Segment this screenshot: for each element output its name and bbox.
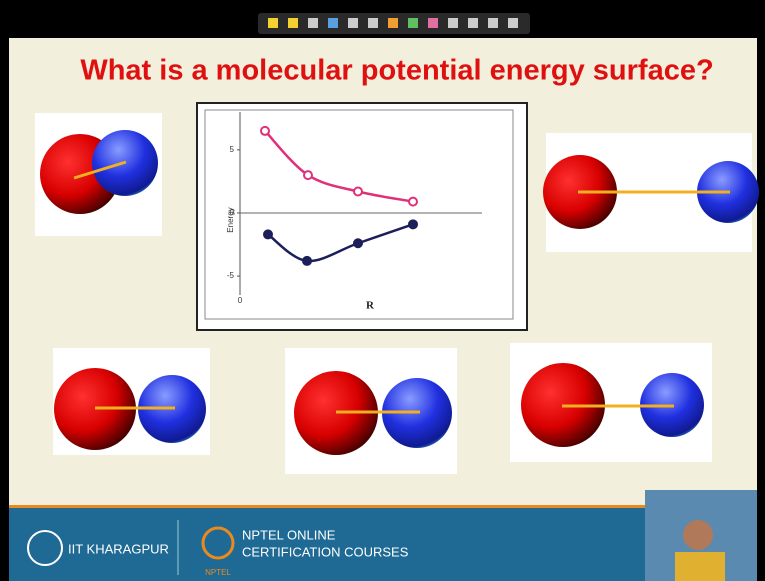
footer-institute: IIT KHARAGPUR bbox=[68, 541, 169, 556]
tool-icon[interactable] bbox=[508, 18, 518, 28]
tool-icon[interactable] bbox=[488, 18, 498, 28]
tool-icon[interactable] bbox=[388, 18, 398, 28]
tool-icon[interactable] bbox=[348, 18, 358, 28]
tool-icon[interactable] bbox=[408, 18, 418, 28]
speaker-face bbox=[683, 520, 713, 550]
tool-icon[interactable] bbox=[268, 18, 278, 28]
molecule-3 bbox=[53, 348, 210, 455]
tool-icon[interactable] bbox=[428, 18, 438, 28]
data-point bbox=[409, 220, 417, 228]
y-tick-label: -5 bbox=[227, 271, 235, 280]
data-point bbox=[303, 257, 311, 265]
data-point bbox=[409, 198, 417, 206]
toolbar bbox=[258, 13, 530, 34]
data-point bbox=[354, 188, 362, 196]
molecule-close bbox=[35, 113, 162, 236]
footer-nptel-line1: NPTEL ONLINE bbox=[242, 527, 336, 542]
energy-chart: Energy R 50-50 bbox=[197, 103, 527, 330]
tool-icon[interactable] bbox=[368, 18, 378, 28]
data-point bbox=[304, 171, 312, 179]
tool-icon[interactable] bbox=[468, 18, 478, 28]
slide-title: What is a molecular potential energy sur… bbox=[80, 55, 713, 87]
data-point bbox=[354, 239, 362, 247]
y-tick-label: 0 bbox=[230, 208, 235, 217]
nptel-logo-text: NPTEL bbox=[205, 568, 231, 577]
molecule-5 bbox=[510, 343, 712, 462]
data-point bbox=[261, 127, 269, 135]
data-point bbox=[264, 230, 272, 238]
molecule-far bbox=[543, 133, 759, 252]
tool-icon[interactable] bbox=[328, 18, 338, 28]
tool-icon[interactable] bbox=[288, 18, 298, 28]
x-tick-label: 0 bbox=[238, 296, 243, 305]
footer-stripe bbox=[9, 505, 757, 508]
tool-icon[interactable] bbox=[448, 18, 458, 28]
tool-icon[interactable] bbox=[308, 18, 318, 28]
speaker-body bbox=[675, 552, 725, 581]
x-axis-label: R bbox=[366, 300, 375, 312]
chart-frame bbox=[197, 103, 527, 330]
screen: What is a molecular potential energy sur… bbox=[0, 0, 765, 581]
y-tick-label: 5 bbox=[230, 145, 235, 154]
footer-nptel-line2: CERTIFICATION COURSES bbox=[242, 544, 409, 559]
molecule-4 bbox=[285, 348, 457, 474]
